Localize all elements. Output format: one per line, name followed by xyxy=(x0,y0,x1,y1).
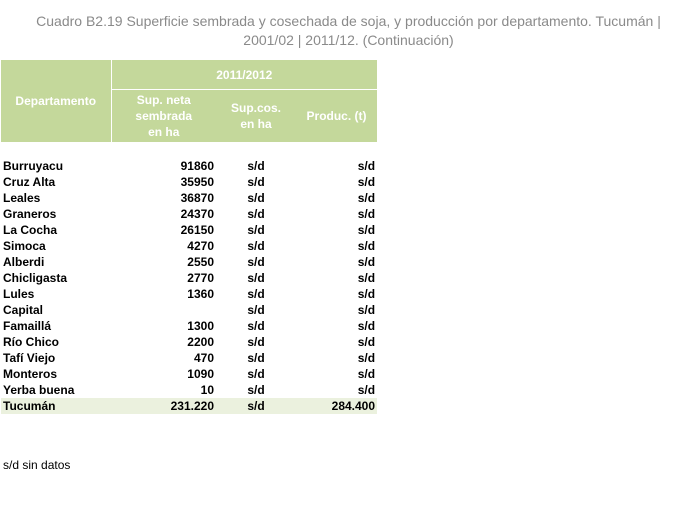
cell-produc: s/d xyxy=(357,159,376,173)
cell-sup-cos: s/d xyxy=(247,287,265,301)
cell-sup-neta: 91860 xyxy=(180,159,214,173)
data-table: Departamento 2011/2012 Sup. neta sembrad… xyxy=(1,60,378,414)
cell-produc: s/d xyxy=(357,367,376,381)
cell-sup-neta: 1300 xyxy=(187,319,214,333)
table-row: Burruyacu 91860 s/d s/d xyxy=(1,158,377,174)
cell-sup-cos: s/d xyxy=(247,367,265,381)
cell-departamento: Capital xyxy=(3,303,44,317)
title-line-1: Cuadro B2.19 Superficie sembrada y cosec… xyxy=(36,13,661,29)
table-row: Tafí Viejo 470 s/d s/d xyxy=(1,350,377,366)
cell-sup-cos: s/d xyxy=(247,159,265,173)
table-row: La Cocha 26150 s/d s/d xyxy=(1,222,377,238)
header-departamento: Departamento xyxy=(1,60,112,142)
cell-produc: s/d xyxy=(357,223,376,237)
cell-departamento: Leales xyxy=(3,191,41,205)
cell-departamento: Graneros xyxy=(3,207,57,221)
cell-departamento: Tafí Viejo xyxy=(3,351,56,365)
header-sup-neta-line: Sup. neta xyxy=(136,93,191,107)
header-sup-neta-line: sembrada xyxy=(135,109,193,123)
table-row: Lules 1360 s/d s/d xyxy=(1,286,377,302)
table-row: Alberdi 2550 s/d s/d xyxy=(1,254,377,270)
cell-departamento: Río Chico xyxy=(3,335,59,349)
cell-produc: s/d xyxy=(357,303,376,317)
table-row: Cruz Alta 35950 s/d s/d xyxy=(1,174,377,190)
table-row: Chicligasta 2770 s/d s/d xyxy=(1,270,377,286)
cell-departamento: Burruyacu xyxy=(3,159,64,173)
header-sup-neta-line: en ha xyxy=(148,125,180,139)
cell-produc: s/d xyxy=(357,351,376,365)
cell-sup-cos: s/d xyxy=(247,335,265,349)
cell-sup-neta: 470 xyxy=(193,351,214,365)
cell-sup-cos: s/d xyxy=(247,223,265,237)
cell-sup-cos: s/d xyxy=(247,175,265,189)
cell-sup-neta: 36870 xyxy=(180,191,214,205)
cell-sup-neta: 1360 xyxy=(187,287,214,301)
cell-sup-neta: 1090 xyxy=(187,367,214,381)
table-row: Famaillá 1300 s/d s/d xyxy=(1,318,377,334)
title-line-2: 2001/02 | 2011/12. (Continuación) xyxy=(243,32,454,48)
cell-sup-neta: 35950 xyxy=(180,175,214,189)
footnote: s/d sin datos xyxy=(3,458,71,472)
cell-sup-cos: s/d xyxy=(247,191,265,205)
cell-produc: s/d xyxy=(357,271,376,285)
cell-departamento: Simoca xyxy=(3,239,46,253)
table-row: Simoca 4270 s/d s/d xyxy=(1,238,377,254)
cell-produc: s/d xyxy=(357,335,376,349)
cell-sup-cos: s/d xyxy=(247,239,265,253)
cell-produc: s/d xyxy=(357,191,376,205)
header-sup-cos-line: en ha xyxy=(240,117,272,131)
header-sup-cos-line: Sup.cos. xyxy=(230,101,281,115)
cell-produc: s/d xyxy=(357,255,376,269)
cell-sup-neta: 24370 xyxy=(180,207,214,221)
cell-departamento: Monteros xyxy=(3,367,57,381)
total-sup-cos: s/d xyxy=(216,398,296,414)
table-row: Río Chico 2200 s/d s/d xyxy=(1,334,377,350)
cell-produc: s/d xyxy=(357,239,376,253)
cell-sup-cos: s/d xyxy=(247,319,265,333)
table-row: Leales 36870 s/d s/d xyxy=(1,190,377,206)
cell-departamento: Cruz Alta xyxy=(3,175,56,189)
header-sup-cos: Sup.cos. en ha xyxy=(216,89,296,142)
total-produc: 284.400 xyxy=(296,398,378,414)
cell-sup-neta: 10 xyxy=(200,383,214,397)
cell-departamento: Famaillá xyxy=(3,319,52,333)
cell-sup-cos: s/d xyxy=(247,351,265,365)
cell-departamento: Chicligasta xyxy=(3,271,68,285)
table-row: Graneros 24370 s/d s/d xyxy=(1,206,377,222)
cell-sup-neta: 26150 xyxy=(180,223,214,237)
cell-sup-neta: 2770 xyxy=(187,271,214,285)
cell-sup-neta xyxy=(111,302,216,318)
cell-sup-cos: s/d xyxy=(247,303,265,317)
cell-produc: s/d xyxy=(357,287,376,301)
cell-departamento: Alberdi xyxy=(3,255,45,269)
header-sup-neta: Sup. neta sembrada en ha xyxy=(111,89,216,142)
header-produc: Produc. (t) xyxy=(296,89,378,142)
cell-departamento: La Cocha xyxy=(3,223,58,237)
cell-sup-cos: s/d xyxy=(247,271,265,285)
spacer-row xyxy=(1,142,377,158)
cell-sup-cos: s/d xyxy=(247,255,265,269)
cell-produc: s/d xyxy=(357,383,376,397)
cell-sup-cos: s/d xyxy=(247,207,265,221)
total-row: Tucumán 231.220 s/d 284.400 xyxy=(1,398,378,414)
total-departamento: Tucumán xyxy=(1,398,111,414)
table-row: Capital s/d s/d xyxy=(1,302,377,318)
header-row-period: Departamento 2011/2012 xyxy=(1,60,378,142)
header-period: 2011/2012 xyxy=(111,60,378,90)
cell-produc: s/d xyxy=(357,319,376,333)
cell-sup-neta: 2550 xyxy=(187,255,214,269)
total-sup-neta: 231.220 xyxy=(111,398,216,414)
table-row: Yerba buena 10 s/d s/d xyxy=(1,382,377,398)
table-body: Burruyacu 91860 s/d s/d Cruz Alta 35950 s/d s/… xyxy=(1,142,378,414)
cell-produc: s/d xyxy=(357,207,376,221)
cell-sup-neta: 2200 xyxy=(187,335,214,349)
table-row: Monteros 1090 s/d s/d xyxy=(1,366,377,382)
cell-sup-cos: s/d xyxy=(247,383,265,397)
cell-departamento: Lules xyxy=(3,287,35,301)
table-title: Cuadro B2.19 Superficie sembrada y cosec… xyxy=(0,12,697,50)
header-row-columns: Sup. neta sembrada en ha Sup.cos. en ha … xyxy=(1,89,378,142)
cell-produc: s/d xyxy=(357,175,376,189)
cell-departamento: Yerba buena xyxy=(3,383,75,397)
cell-sup-neta: 4270 xyxy=(187,239,214,253)
